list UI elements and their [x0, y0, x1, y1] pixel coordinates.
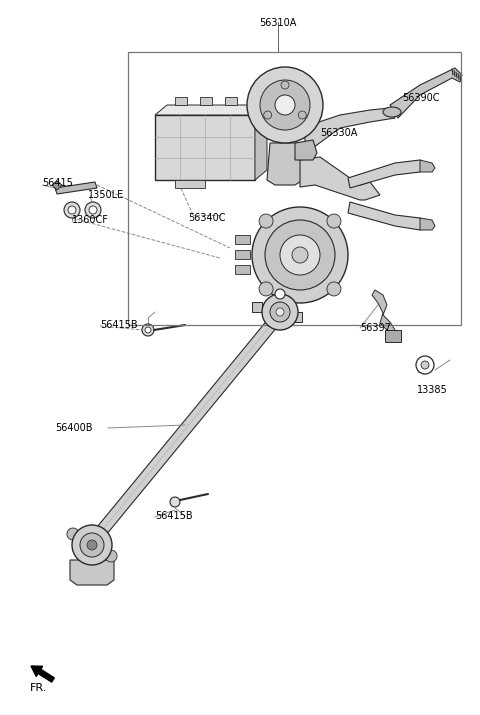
Bar — [235, 250, 250, 259]
Circle shape — [72, 525, 112, 565]
Bar — [235, 265, 250, 274]
Polygon shape — [372, 290, 395, 334]
Polygon shape — [85, 304, 289, 549]
Circle shape — [87, 540, 97, 550]
Text: 13385: 13385 — [417, 385, 448, 395]
Circle shape — [275, 289, 285, 299]
Circle shape — [281, 81, 289, 89]
Circle shape — [421, 361, 429, 369]
Bar — [175, 180, 205, 188]
Circle shape — [259, 282, 273, 296]
Polygon shape — [348, 202, 425, 230]
Text: 56415B: 56415B — [155, 511, 192, 521]
Circle shape — [327, 282, 341, 296]
Polygon shape — [420, 218, 435, 230]
Circle shape — [85, 202, 101, 218]
Polygon shape — [255, 105, 267, 180]
Text: 56340C: 56340C — [188, 213, 226, 223]
Polygon shape — [295, 140, 317, 160]
Circle shape — [170, 497, 180, 507]
Circle shape — [327, 214, 341, 228]
Polygon shape — [70, 560, 114, 585]
Bar — [292, 312, 302, 322]
Text: 56415B: 56415B — [100, 320, 138, 330]
Text: 56330A: 56330A — [320, 128, 358, 138]
Circle shape — [252, 207, 348, 303]
Circle shape — [299, 111, 306, 119]
Bar — [155, 115, 255, 180]
Text: 56310A: 56310A — [259, 18, 297, 28]
Circle shape — [259, 214, 273, 228]
Circle shape — [68, 206, 76, 214]
Bar — [175, 97, 187, 105]
Polygon shape — [52, 181, 62, 190]
Text: 56400B: 56400B — [55, 423, 93, 433]
Bar — [235, 235, 250, 244]
Circle shape — [64, 202, 80, 218]
Circle shape — [270, 302, 290, 322]
Circle shape — [142, 324, 154, 336]
Circle shape — [89, 206, 97, 214]
Circle shape — [260, 80, 310, 130]
Bar — [385, 330, 401, 342]
Circle shape — [276, 308, 284, 316]
Polygon shape — [348, 160, 425, 188]
Ellipse shape — [383, 107, 401, 117]
FancyArrow shape — [31, 666, 54, 682]
Circle shape — [416, 356, 434, 374]
Text: 56397: 56397 — [360, 323, 391, 333]
Polygon shape — [305, 108, 395, 150]
Circle shape — [67, 528, 79, 540]
Text: 56390C: 56390C — [402, 93, 440, 103]
Polygon shape — [55, 182, 97, 194]
Circle shape — [145, 327, 151, 333]
Bar — [200, 97, 212, 105]
Bar — [128, 52, 461, 325]
Circle shape — [247, 67, 323, 143]
Circle shape — [264, 111, 272, 119]
Circle shape — [262, 294, 298, 330]
Circle shape — [275, 95, 295, 115]
Bar — [225, 97, 237, 105]
Polygon shape — [420, 160, 435, 172]
Text: 1360CF: 1360CF — [72, 215, 109, 225]
Text: 1350LE: 1350LE — [88, 190, 124, 200]
Polygon shape — [300, 157, 380, 200]
Circle shape — [105, 550, 117, 562]
Polygon shape — [390, 68, 462, 118]
Polygon shape — [267, 143, 303, 185]
Text: FR.: FR. — [30, 683, 48, 693]
Circle shape — [265, 220, 335, 290]
Circle shape — [80, 533, 104, 557]
Text: 56415: 56415 — [42, 178, 73, 188]
Circle shape — [280, 235, 320, 275]
Circle shape — [292, 247, 308, 263]
Bar — [252, 302, 262, 312]
Polygon shape — [155, 105, 267, 115]
